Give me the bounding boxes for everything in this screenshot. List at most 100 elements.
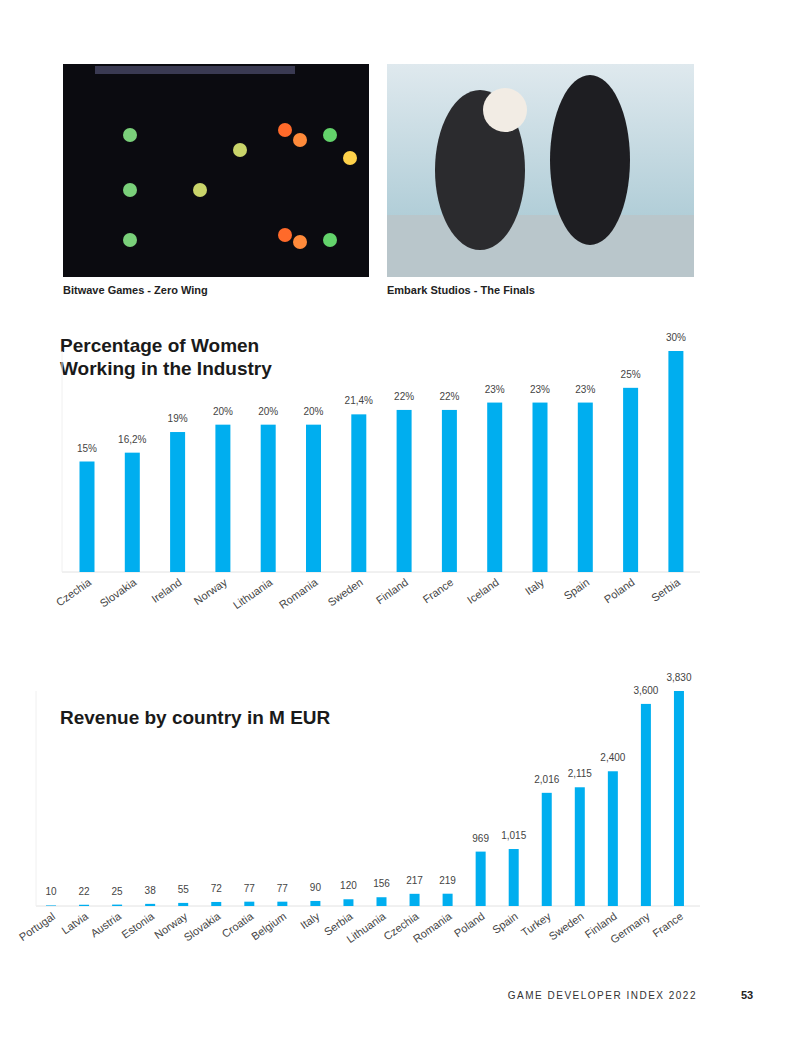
bar xyxy=(351,414,366,572)
category-label: Belgium xyxy=(249,910,288,943)
bar xyxy=(306,425,321,572)
category-label: Finland xyxy=(374,576,410,607)
data-label: 20% xyxy=(258,406,278,417)
data-label: 22 xyxy=(78,886,90,897)
data-label: 3,600 xyxy=(633,685,658,696)
bar xyxy=(575,787,585,906)
data-label: 23% xyxy=(485,384,505,395)
data-label: 20% xyxy=(213,406,233,417)
bar xyxy=(608,771,618,906)
category-label: Latvia xyxy=(59,909,91,936)
game-screenshot xyxy=(63,64,369,277)
category-label: France xyxy=(650,910,685,939)
bar xyxy=(178,903,188,906)
data-label: 3,830 xyxy=(666,672,691,683)
bar xyxy=(641,704,651,906)
data-label: 10 xyxy=(45,886,57,897)
bar xyxy=(542,793,552,906)
data-label: 72 xyxy=(211,883,223,894)
data-label: 16,2% xyxy=(118,434,146,445)
bar xyxy=(476,852,486,906)
bar xyxy=(46,905,56,906)
page-number: 53 xyxy=(741,989,753,1001)
category-label: Norway xyxy=(192,576,230,608)
category-label: Poland xyxy=(602,576,637,605)
data-label: 217 xyxy=(406,875,423,886)
y-axis-line xyxy=(62,351,63,572)
category-label: Lithuania xyxy=(344,909,388,945)
data-label: 20% xyxy=(303,406,323,417)
bar xyxy=(261,425,276,572)
category-label: Ireland xyxy=(149,576,183,605)
y-axis-line xyxy=(36,691,37,906)
category-label: Italy xyxy=(523,576,547,598)
data-label: 19% xyxy=(168,413,188,424)
bar xyxy=(125,453,140,572)
data-label: 25 xyxy=(112,886,124,897)
image-caption: Embark Studios - The Finals xyxy=(387,284,535,296)
data-label: 2,400 xyxy=(600,752,625,763)
bar xyxy=(487,403,502,572)
data-label: 30% xyxy=(666,332,686,343)
data-label: 25% xyxy=(621,369,641,380)
category-label: Poland xyxy=(452,910,487,939)
data-label: 2,115 xyxy=(568,768,593,779)
x-axis-line xyxy=(36,906,700,907)
category-label: Estonia xyxy=(119,909,157,940)
category-label: Slovakia xyxy=(98,575,140,609)
category-label: Italy xyxy=(298,910,322,932)
bar xyxy=(443,894,453,906)
data-label: 219 xyxy=(439,875,456,886)
data-label: 90 xyxy=(310,882,322,893)
bar xyxy=(211,902,221,906)
data-label: 969 xyxy=(472,833,489,844)
data-label: 23% xyxy=(575,384,595,395)
bar xyxy=(310,901,320,906)
category-label: Portugal xyxy=(17,910,57,943)
bars xyxy=(46,691,684,906)
bar-chart: Revenue by country in M EUR1022253855727… xyxy=(17,672,700,946)
category-label: Spain xyxy=(562,576,592,602)
bar xyxy=(674,691,684,906)
data-label: 77 xyxy=(277,883,289,894)
bar xyxy=(79,905,89,906)
category-label: Romania xyxy=(277,575,321,611)
category-label: Iceland xyxy=(465,576,501,606)
data-label: 23% xyxy=(530,384,550,395)
x-axis-line xyxy=(62,572,700,573)
bar xyxy=(509,849,519,906)
data-label: 22% xyxy=(394,391,414,402)
game-artwork xyxy=(387,64,694,277)
bar xyxy=(668,351,683,572)
data-label: 2,016 xyxy=(534,774,559,785)
chart-title: Percentage of WomenWorking in the Indust… xyxy=(60,335,272,379)
bar xyxy=(410,894,420,906)
bar xyxy=(343,899,353,906)
chart-title: Revenue by country in M EUR xyxy=(60,707,331,728)
bar xyxy=(145,904,155,906)
category-label: Austria xyxy=(88,909,124,939)
bar xyxy=(277,902,287,906)
category-label: France xyxy=(421,576,456,605)
footer-text: GAME DEVELOPER INDEX 2022 xyxy=(508,990,697,1001)
data-label: 21,4% xyxy=(345,395,373,406)
category-label: Serbia xyxy=(649,575,683,604)
category-label: Spain xyxy=(490,910,520,936)
image-caption: Bitwave Games - Zero Wing xyxy=(63,284,208,296)
bar xyxy=(244,902,254,906)
data-label: 77 xyxy=(244,883,256,894)
category-label: Czechia xyxy=(54,575,94,608)
bar-chart: Percentage of WomenWorking in the Indust… xyxy=(54,332,700,611)
data-label: 15% xyxy=(77,443,97,454)
category-label: Slovakia xyxy=(181,909,223,943)
category-label: Lithuania xyxy=(231,575,275,611)
bar xyxy=(170,432,185,572)
data-label: 38 xyxy=(145,885,157,896)
bar xyxy=(578,403,593,572)
bar xyxy=(533,403,548,572)
bar xyxy=(112,905,122,906)
data-label: 22% xyxy=(439,391,459,402)
data-label: 120 xyxy=(340,880,357,891)
category-label: Sweden xyxy=(546,910,585,943)
page: Bitwave Games - Zero Wing Embark Studios … xyxy=(0,0,800,1052)
